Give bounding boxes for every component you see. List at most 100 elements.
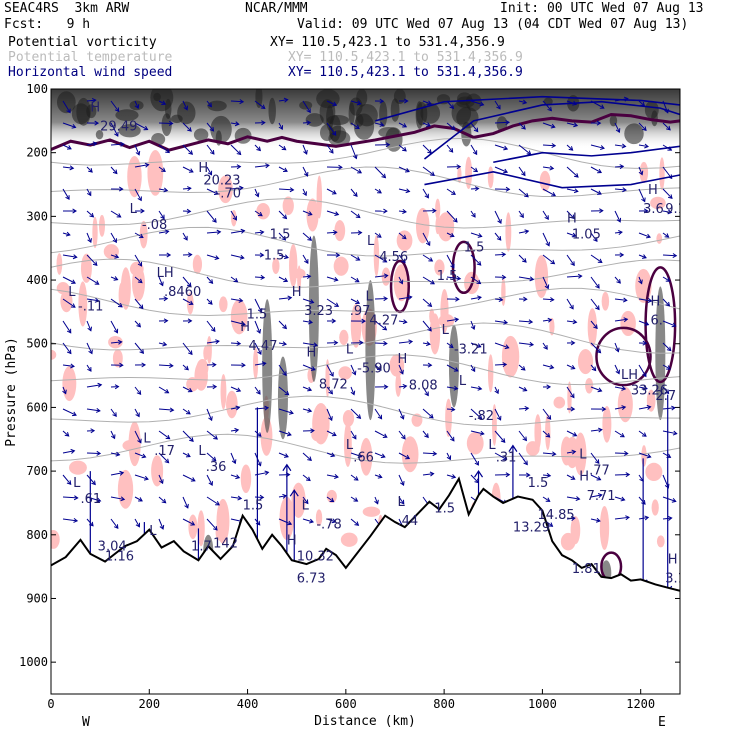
wind-vector-head — [621, 385, 627, 391]
wind-vector-head — [278, 125, 284, 131]
wind-vector-head — [207, 300, 213, 305]
wind-vector-head — [188, 150, 194, 155]
wind-vector — [494, 430, 506, 443]
wind-vector — [62, 496, 78, 499]
wind-vector-head — [113, 328, 119, 334]
wind-vector — [302, 452, 312, 461]
wind-vector-head — [647, 298, 653, 303]
wind-vector-head — [664, 389, 670, 395]
wind-vector — [158, 230, 169, 234]
field-label: L — [302, 498, 310, 513]
wind-vector — [62, 166, 74, 169]
wind-vector — [518, 122, 526, 130]
pv-positive-patch — [438, 314, 455, 328]
y-axis-title: Pressure (hPa) — [4, 337, 19, 447]
wind-vector — [662, 430, 677, 435]
pv-dark-patch — [379, 101, 388, 128]
wind-vector — [566, 320, 577, 323]
east-label: E — [658, 715, 666, 730]
wind-vector — [662, 276, 671, 282]
wind-vector — [326, 298, 339, 307]
pv-positive-patch — [128, 421, 141, 467]
wind-vector-head — [522, 258, 527, 263]
pv-high-column — [365, 280, 376, 421]
pv-positive-patch — [334, 220, 346, 242]
pv-dark-patch — [161, 113, 172, 137]
y-tick-label: 800 — [26, 528, 48, 542]
wind-vector-head — [623, 450, 629, 456]
wind-vector-head — [448, 343, 454, 349]
wind-vector — [206, 188, 219, 195]
wind-vector — [518, 254, 527, 263]
wind-vector-head — [64, 432, 70, 437]
wind-vector-head — [161, 167, 166, 172]
wind-vector — [326, 408, 333, 421]
wind-vector-head — [644, 321, 650, 326]
wind-vector — [326, 518, 336, 523]
wind-vector-head — [284, 254, 289, 260]
wind-vector-head — [646, 233, 651, 239]
wind-vector — [470, 276, 481, 284]
wind-vector-head — [667, 515, 673, 521]
wind-vector-head — [549, 297, 555, 303]
wind-vector-head — [72, 208, 77, 214]
wind-vector-head — [594, 459, 600, 465]
wind-vector — [518, 276, 534, 280]
wind-vector — [566, 122, 578, 127]
wind-vector — [374, 430, 388, 438]
wind-vector-head — [625, 472, 631, 478]
wind-vector — [422, 276, 435, 285]
wind-vector — [590, 474, 601, 481]
wind-vector — [182, 408, 191, 415]
wind-vector-head — [501, 252, 507, 258]
wind-vector — [206, 320, 216, 332]
wind-vector — [590, 342, 601, 353]
wind-vector — [422, 144, 432, 154]
wind-vector — [638, 144, 649, 148]
wind-vector-head — [377, 414, 383, 420]
wind-vector-head — [241, 362, 246, 368]
wind-vector — [302, 408, 312, 412]
wind-vector-head — [505, 186, 511, 192]
field-label: .31 — [496, 451, 517, 466]
field-label: 14.85 — [537, 508, 574, 523]
wind-vector-head — [120, 496, 126, 502]
wind-vector-head — [383, 340, 388, 346]
wind-vector-head — [618, 230, 623, 235]
wind-vector-head — [355, 256, 361, 261]
wind-vector — [62, 298, 76, 308]
wind-vector — [182, 474, 196, 482]
wind-vector — [86, 276, 99, 285]
wind-vector — [446, 318, 459, 322]
wind-vector-head — [309, 299, 315, 304]
wind-vector — [278, 144, 286, 151]
wind-vector-head — [209, 126, 215, 132]
field-label: 20.23 — [203, 174, 240, 189]
wind-vector-head — [529, 341, 535, 347]
field-label: H — [90, 100, 100, 115]
wind-vector-head — [474, 186, 480, 192]
wind-vector — [542, 232, 550, 246]
wind-vector-head — [210, 327, 216, 332]
wind-vector — [590, 166, 602, 173]
field-label: H — [397, 352, 407, 367]
wind-vector — [638, 496, 646, 505]
field-name-wind: Horizontal wind speed — [8, 65, 173, 80]
wind-vector — [254, 362, 266, 366]
wind-vector-head — [398, 279, 404, 285]
pv-positive-patch — [650, 196, 666, 210]
wind-vector — [134, 254, 142, 267]
wind-vector — [62, 450, 75, 454]
wind-vector-head — [235, 474, 241, 480]
wind-vector-head — [186, 208, 192, 214]
wind-vector — [134, 386, 142, 395]
wind-vector-head — [477, 414, 483, 420]
wind-vector-head — [593, 324, 598, 330]
wind-vector-head — [383, 296, 389, 302]
wind-vector — [494, 100, 501, 110]
field-label: -.70 — [216, 186, 241, 201]
wind-vector — [566, 254, 575, 266]
pv-positive-patch — [549, 317, 555, 336]
wind-vector-head — [448, 148, 454, 153]
wind-vector-head — [549, 364, 555, 370]
